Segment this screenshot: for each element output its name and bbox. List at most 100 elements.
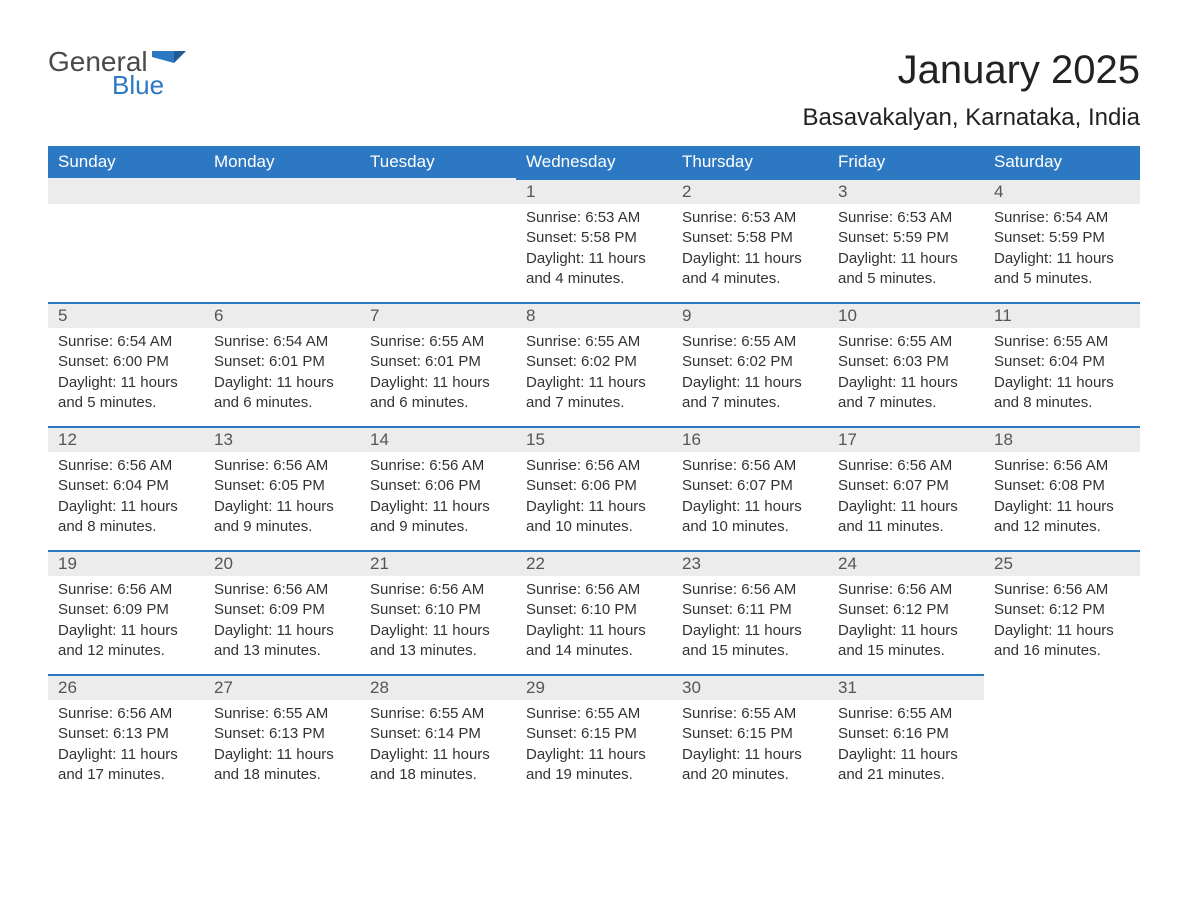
day-number-bar: 21 [360, 550, 516, 576]
calendar-cell: 16Sunrise: 6:56 AMSunset: 6:07 PMDayligh… [672, 426, 828, 550]
sunrise-text: Sunrise: 6:56 AM [838, 456, 974, 476]
day-content: Sunrise: 6:56 AMSunset: 6:13 PMDaylight:… [48, 700, 204, 793]
day-number-bar: 12 [48, 426, 204, 452]
sunrise-text: Sunrise: 6:56 AM [214, 580, 350, 600]
calendar-week: 26Sunrise: 6:56 AMSunset: 6:13 PMDayligh… [48, 674, 1140, 798]
sunset-text: Sunset: 5:58 PM [682, 228, 818, 248]
day-number-bar: 15 [516, 426, 672, 452]
sunset-text: Sunset: 6:10 PM [526, 600, 662, 620]
daylight-text: Daylight: 11 hours and 15 minutes. [838, 621, 974, 662]
daylight-text: Daylight: 11 hours and 18 minutes. [370, 745, 506, 786]
sunrise-text: Sunrise: 6:55 AM [370, 704, 506, 724]
day-number-bar: 14 [360, 426, 516, 452]
day-content: Sunrise: 6:55 AMSunset: 6:16 PMDaylight:… [828, 700, 984, 793]
logo-text-blue: Blue [112, 72, 164, 98]
daylight-text: Daylight: 11 hours and 9 minutes. [370, 497, 506, 538]
sunset-text: Sunset: 6:02 PM [682, 352, 818, 372]
page-title: January 2025 [898, 48, 1140, 93]
calendar-cell: 27Sunrise: 6:55 AMSunset: 6:13 PMDayligh… [204, 674, 360, 798]
sunset-text: Sunset: 6:09 PM [58, 600, 194, 620]
day-number: 4 [994, 182, 1003, 201]
calendar-cell: 21 Sunrise: 6:56 AMSunset: 6:10 PMDayligh… [360, 550, 516, 674]
day-number: 2 [682, 182, 691, 201]
page-subtitle: Basavakalyan, Karnataka, India [48, 104, 1140, 132]
daylight-text: Daylight: 11 hours and 13 minutes. [370, 621, 506, 662]
sunrise-text: Sunrise: 6:55 AM [838, 704, 974, 724]
sunrise-text: Sunrise: 6:55 AM [370, 332, 506, 352]
day-content: Sunrise: 6:53 AMSunset: 5:58 PMDaylight:… [516, 204, 672, 297]
calendar-cell: 26Sunrise: 6:56 AMSunset: 6:13 PMDayligh… [48, 674, 204, 798]
sunset-text: Sunset: 6:01 PM [214, 352, 350, 372]
sunrise-text: Sunrise: 6:53 AM [838, 208, 974, 228]
day-number: 1 [526, 182, 535, 201]
day-number: 17 [838, 430, 857, 449]
day-content: Sunrise: 6:55 AMSunset: 6:04 PMDaylight:… [984, 328, 1140, 421]
calendar-cell [48, 178, 204, 302]
sunrise-text: Sunrise: 6:56 AM [994, 580, 1130, 600]
daylight-text: Daylight: 11 hours and 4 minutes. [526, 249, 662, 290]
day-content: Sunrise: 6:56 AMSunset: 6:04 PMDaylight:… [48, 452, 204, 545]
sunrise-text: Sunrise: 6:55 AM [214, 704, 350, 724]
calendar-cell: 8Sunrise: 6:55 AMSunset: 6:02 PMDaylight… [516, 302, 672, 426]
sunrise-text: Sunrise: 6:54 AM [994, 208, 1130, 228]
daylight-text: Daylight: 11 hours and 21 minutes. [838, 745, 974, 786]
daylight-text: Daylight: 11 hours and 7 minutes. [526, 373, 662, 414]
calendar-cell: 28Sunrise: 6:55 AMSunset: 6:14 PMDayligh… [360, 674, 516, 798]
day-number-bar: 24 [828, 550, 984, 576]
daylight-text: Daylight: 11 hours and 10 minutes. [682, 497, 818, 538]
day-number-bar: 19 [48, 550, 204, 576]
day-content: Sunrise: 6:56 AMSunset: 6:10 PMDaylight:… [360, 576, 516, 669]
day-header: Saturday [984, 146, 1140, 178]
calendar-cell: 1 Sunrise: 6:53 AMSunset: 5:58 PMDaylight… [516, 178, 672, 302]
day-number-bar: 27 [204, 674, 360, 700]
day-header: Friday [828, 146, 984, 178]
day-content: Sunrise: 6:56 AMSunset: 6:06 PMDaylight:… [516, 452, 672, 545]
daylight-text: Daylight: 11 hours and 18 minutes. [214, 745, 350, 786]
day-number-bar: 3 [828, 178, 984, 204]
sunset-text: Sunset: 6:07 PM [838, 476, 974, 496]
calendar-cell: 3Sunrise: 6:53 AMSunset: 5:59 PMDaylight… [828, 178, 984, 302]
day-number-bar: 31 [828, 674, 984, 700]
day-number: 21 [370, 554, 389, 573]
sunset-text: Sunset: 5:59 PM [838, 228, 974, 248]
day-header: Tuesday [360, 146, 516, 178]
calendar-cell: 2Sunrise: 6:53 AMSunset: 5:58 PMDaylight… [672, 178, 828, 302]
daylight-text: Daylight: 11 hours and 8 minutes. [994, 373, 1130, 414]
empty-cell [360, 178, 516, 204]
daylight-text: Daylight: 11 hours and 16 minutes. [994, 621, 1130, 662]
day-number-bar: 20 [204, 550, 360, 576]
day-number-bar: 2 [672, 178, 828, 204]
sunset-text: Sunset: 6:00 PM [58, 352, 194, 372]
daylight-text: Daylight: 11 hours and 9 minutes. [214, 497, 350, 538]
day-content: Sunrise: 6:55 AMSunset: 6:01 PMDaylight:… [360, 328, 516, 421]
calendar-cell: 29Sunrise: 6:55 AMSunset: 6:15 PMDayligh… [516, 674, 672, 798]
header: General Blue January 2025 [48, 48, 1140, 98]
sunset-text: Sunset: 6:05 PM [214, 476, 350, 496]
day-number: 8 [526, 306, 535, 325]
day-content: Sunrise: 6:55 AMSunset: 6:03 PMDaylight:… [828, 328, 984, 421]
day-content: Sunrise: 6:55 AMSunset: 6:02 PMDaylight:… [672, 328, 828, 421]
sunset-text: Sunset: 6:04 PM [58, 476, 194, 496]
day-number-bar: 13 [204, 426, 360, 452]
day-number-bar: 25 [984, 550, 1140, 576]
calendar-week: 19Sunrise: 6:56 AMSunset: 6:09 PMDayligh… [48, 550, 1140, 674]
calendar-cell: 18Sunrise: 6:56 AMSunset: 6:08 PMDayligh… [984, 426, 1140, 550]
sunset-text: Sunset: 6:11 PM [682, 600, 818, 620]
empty-cell [48, 178, 204, 204]
day-number-bar: 22 [516, 550, 672, 576]
calendar-cell: 31Sunrise: 6:55 AMSunset: 6:16 PMDayligh… [828, 674, 984, 798]
sunrise-text: Sunrise: 6:56 AM [682, 580, 818, 600]
day-content: Sunrise: 6:56 AMSunset: 6:09 PMDaylight:… [204, 576, 360, 669]
day-content: Sunrise: 6:56 AMSunset: 6:11 PMDaylight:… [672, 576, 828, 669]
day-number-bar: 11 [984, 302, 1140, 328]
sunrise-text: Sunrise: 6:56 AM [58, 580, 194, 600]
day-header: Thursday [672, 146, 828, 178]
daylight-text: Daylight: 11 hours and 12 minutes. [58, 621, 194, 662]
calendar-cell: 12Sunrise: 6:56 AMSunset: 6:04 PMDayligh… [48, 426, 204, 550]
day-number-bar: 10 [828, 302, 984, 328]
day-number: 18 [994, 430, 1013, 449]
daylight-text: Daylight: 11 hours and 15 minutes. [682, 621, 818, 662]
day-number-bar: 1 [516, 178, 672, 204]
sunrise-text: Sunrise: 6:55 AM [994, 332, 1130, 352]
day-number: 24 [838, 554, 857, 573]
